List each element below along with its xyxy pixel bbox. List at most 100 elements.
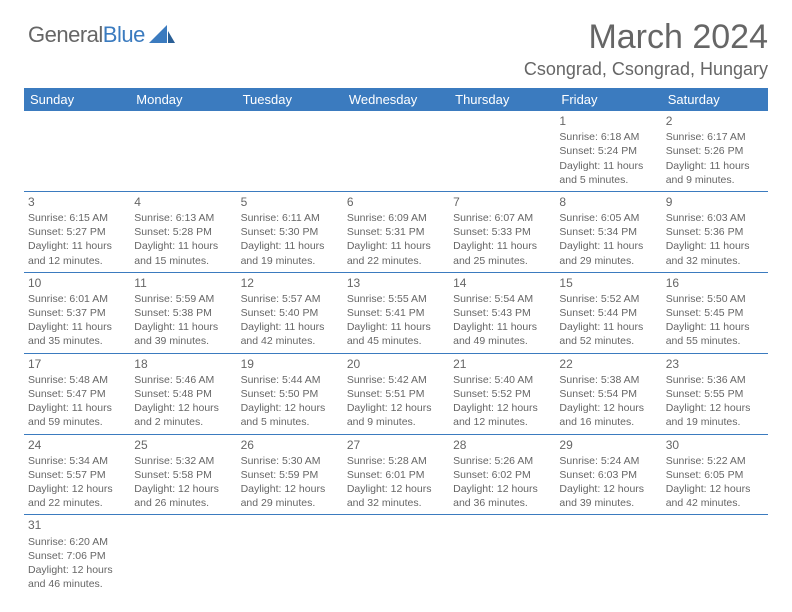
sunrise-text: Sunrise: 5:32 AM (134, 454, 232, 468)
calendar-cell (555, 515, 661, 595)
calendar-cell: 15Sunrise: 5:52 AMSunset: 5:44 PMDayligh… (555, 272, 661, 353)
daylight-text: Daylight: 12 hours and 46 minutes. (28, 563, 126, 591)
sunset-text: Sunset: 5:26 PM (666, 144, 764, 158)
sunrise-text: Sunrise: 6:05 AM (559, 211, 657, 225)
daylight-text: Daylight: 11 hours and 35 minutes. (28, 320, 126, 348)
calendar-cell: 6Sunrise: 6:09 AMSunset: 5:31 PMDaylight… (343, 191, 449, 272)
daylight-text: Daylight: 11 hours and 49 minutes. (453, 320, 551, 348)
daylight-text: Daylight: 12 hours and 12 minutes. (453, 401, 551, 429)
sunrise-text: Sunrise: 5:50 AM (666, 292, 764, 306)
daylight-text: Daylight: 12 hours and 9 minutes. (347, 401, 445, 429)
daylight-text: Daylight: 11 hours and 12 minutes. (28, 239, 126, 267)
sunrise-text: Sunrise: 5:30 AM (241, 454, 339, 468)
day-number: 23 (666, 356, 764, 372)
calendar-cell: 26Sunrise: 5:30 AMSunset: 5:59 PMDayligh… (237, 434, 343, 515)
calendar-cell (237, 111, 343, 191)
sunset-text: Sunset: 5:55 PM (666, 387, 764, 401)
day-number: 30 (666, 437, 764, 453)
daylight-text: Daylight: 11 hours and 29 minutes. (559, 239, 657, 267)
calendar-cell (449, 111, 555, 191)
sunrise-text: Sunrise: 6:18 AM (559, 130, 657, 144)
day-number: 8 (559, 194, 657, 210)
calendar-cell: 27Sunrise: 5:28 AMSunset: 6:01 PMDayligh… (343, 434, 449, 515)
sunrise-text: Sunrise: 6:11 AM (241, 211, 339, 225)
calendar-table: Sunday Monday Tuesday Wednesday Thursday… (24, 88, 768, 595)
daylight-text: Daylight: 11 hours and 45 minutes. (347, 320, 445, 348)
logo-text-2: Blue (103, 22, 145, 47)
sunrise-text: Sunrise: 5:28 AM (347, 454, 445, 468)
day-number: 5 (241, 194, 339, 210)
sunrise-text: Sunrise: 6:09 AM (347, 211, 445, 225)
calendar-row: 24Sunrise: 5:34 AMSunset: 5:57 PMDayligh… (24, 434, 768, 515)
daylight-text: Daylight: 11 hours and 55 minutes. (666, 320, 764, 348)
day-number: 12 (241, 275, 339, 291)
daylight-text: Daylight: 11 hours and 25 minutes. (453, 239, 551, 267)
sunrise-text: Sunrise: 5:54 AM (453, 292, 551, 306)
calendar-cell: 25Sunrise: 5:32 AMSunset: 5:58 PMDayligh… (130, 434, 236, 515)
sunrise-text: Sunrise: 5:59 AM (134, 292, 232, 306)
sunset-text: Sunset: 7:06 PM (28, 549, 126, 563)
weekday-header: Saturday (662, 88, 768, 111)
sunset-text: Sunset: 5:50 PM (241, 387, 339, 401)
daylight-text: Daylight: 12 hours and 39 minutes. (559, 482, 657, 510)
sunset-text: Sunset: 6:05 PM (666, 468, 764, 482)
location-text: Csongrad, Csongrad, Hungary (24, 59, 768, 80)
sunset-text: Sunset: 5:30 PM (241, 225, 339, 239)
sunrise-text: Sunrise: 5:24 AM (559, 454, 657, 468)
sunset-text: Sunset: 5:38 PM (134, 306, 232, 320)
day-number: 9 (666, 194, 764, 210)
calendar-cell: 23Sunrise: 5:36 AMSunset: 5:55 PMDayligh… (662, 353, 768, 434)
sunset-text: Sunset: 5:24 PM (559, 144, 657, 158)
calendar-cell: 2Sunrise: 6:17 AMSunset: 5:26 PMDaylight… (662, 111, 768, 191)
day-number: 29 (559, 437, 657, 453)
day-number: 11 (134, 275, 232, 291)
sunrise-text: Sunrise: 5:34 AM (28, 454, 126, 468)
sunrise-text: Sunrise: 6:07 AM (453, 211, 551, 225)
calendar-cell: 13Sunrise: 5:55 AMSunset: 5:41 PMDayligh… (343, 272, 449, 353)
sunrise-text: Sunrise: 5:55 AM (347, 292, 445, 306)
sunrise-text: Sunrise: 5:48 AM (28, 373, 126, 387)
day-number: 25 (134, 437, 232, 453)
day-number: 13 (347, 275, 445, 291)
day-number: 31 (28, 517, 126, 533)
sunset-text: Sunset: 5:48 PM (134, 387, 232, 401)
calendar-cell (343, 111, 449, 191)
sunset-text: Sunset: 5:31 PM (347, 225, 445, 239)
calendar-cell: 30Sunrise: 5:22 AMSunset: 6:05 PMDayligh… (662, 434, 768, 515)
sunset-text: Sunset: 5:34 PM (559, 225, 657, 239)
calendar-cell (449, 515, 555, 595)
day-number: 15 (559, 275, 657, 291)
weekday-header: Monday (130, 88, 236, 111)
sunset-text: Sunset: 5:54 PM (559, 387, 657, 401)
sunrise-text: Sunrise: 5:26 AM (453, 454, 551, 468)
day-number: 20 (347, 356, 445, 372)
logo-text-1: General (28, 22, 103, 47)
day-number: 2 (666, 113, 764, 129)
calendar-cell (237, 515, 343, 595)
day-number: 7 (453, 194, 551, 210)
calendar-cell (343, 515, 449, 595)
sunset-text: Sunset: 6:02 PM (453, 468, 551, 482)
daylight-text: Daylight: 11 hours and 32 minutes. (666, 239, 764, 267)
calendar-cell: 31Sunrise: 6:20 AMSunset: 7:06 PMDayligh… (24, 515, 130, 595)
logo: GeneralBlue (28, 22, 175, 48)
sunrise-text: Sunrise: 6:13 AM (134, 211, 232, 225)
day-number: 3 (28, 194, 126, 210)
sunset-text: Sunset: 6:01 PM (347, 468, 445, 482)
sunset-text: Sunset: 5:52 PM (453, 387, 551, 401)
daylight-text: Daylight: 11 hours and 52 minutes. (559, 320, 657, 348)
sunset-text: Sunset: 6:03 PM (559, 468, 657, 482)
day-number: 18 (134, 356, 232, 372)
day-number: 6 (347, 194, 445, 210)
daylight-text: Daylight: 11 hours and 59 minutes. (28, 401, 126, 429)
sunrise-text: Sunrise: 5:46 AM (134, 373, 232, 387)
calendar-cell: 14Sunrise: 5:54 AMSunset: 5:43 PMDayligh… (449, 272, 555, 353)
daylight-text: Daylight: 11 hours and 42 minutes. (241, 320, 339, 348)
daylight-text: Daylight: 12 hours and 26 minutes. (134, 482, 232, 510)
weekday-header: Sunday (24, 88, 130, 111)
weekday-header: Wednesday (343, 88, 449, 111)
daylight-text: Daylight: 12 hours and 36 minutes. (453, 482, 551, 510)
calendar-cell (662, 515, 768, 595)
sunrise-text: Sunrise: 5:38 AM (559, 373, 657, 387)
calendar-cell: 7Sunrise: 6:07 AMSunset: 5:33 PMDaylight… (449, 191, 555, 272)
